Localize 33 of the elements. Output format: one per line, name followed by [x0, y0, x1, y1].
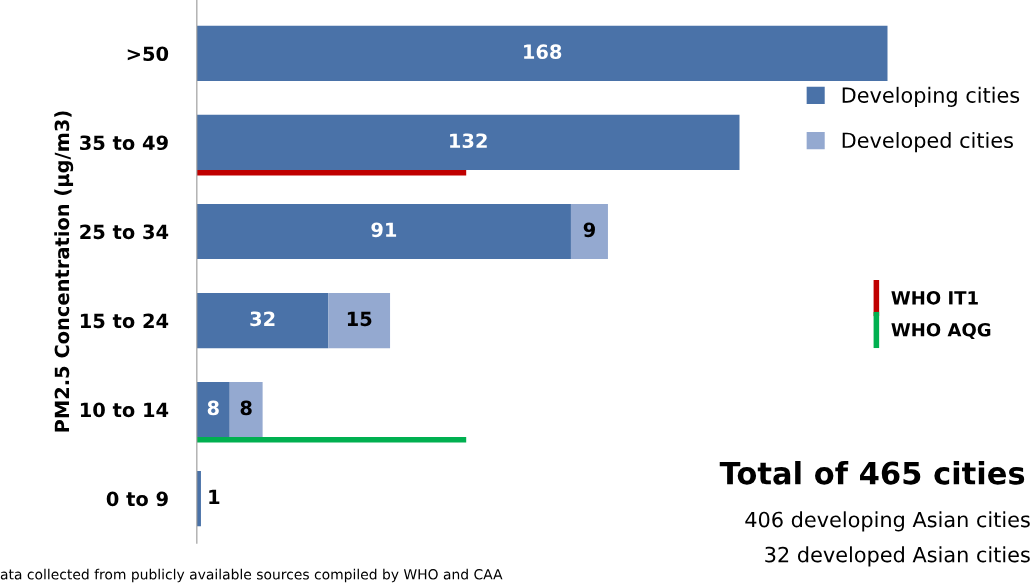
y-tick-label: 15 to 24: [80, 313, 169, 329]
data-label: 32: [250, 311, 275, 327]
bar: [196, 114, 740, 171]
legend-label: Developed cities: [842, 131, 1013, 153]
data-label: 168: [524, 44, 562, 60]
bar: [196, 471, 201, 527]
bar: [196, 292, 329, 349]
annotation: 406 developing Asian cities: [745, 511, 1030, 532]
data-label: 15: [347, 311, 372, 327]
data-label: 8: [207, 400, 219, 416]
data-label: 8: [240, 400, 252, 416]
data-label: 132: [450, 133, 487, 149]
y-tick-label: 25 to 34: [80, 224, 169, 240]
data-label: 1: [209, 489, 220, 504]
bar: [229, 381, 263, 438]
data-label: 9: [583, 222, 595, 238]
data-label: 91: [371, 222, 397, 238]
legend-label: WHO IT1: [891, 290, 978, 305]
text: 32 developed Asian cities: [765, 546, 1030, 567]
y-tick-label: >50: [127, 46, 169, 62]
bar: [570, 203, 608, 260]
bar: [196, 381, 230, 438]
legend-label: WHO AQG: [891, 322, 991, 339]
legend-label: Developing cities: [842, 86, 1020, 107]
bar: [196, 203, 571, 260]
bar: [196, 25, 888, 82]
annotation: Total of 465 cities: [719, 460, 1025, 485]
y-tick-label: 10 to 14: [80, 402, 169, 418]
y-tick-label: 0 to 9: [106, 491, 168, 507]
y-axis-title: PM2.5 Concentration (µg/m3): [54, 111, 74, 432]
text: ata collected from publicly available sources compiled by WHO and CAA: [0, 568, 503, 583]
bar: [328, 292, 391, 349]
y-tick-label: 35 to 49: [80, 135, 168, 151]
